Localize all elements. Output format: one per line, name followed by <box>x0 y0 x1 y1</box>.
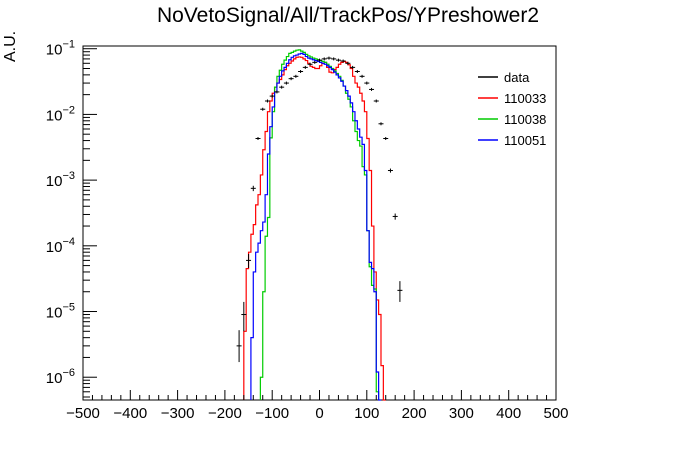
y-tick-label: 10−5 <box>46 302 75 322</box>
x-tick-label: 0 <box>315 405 323 422</box>
series-line-110033 <box>243 56 386 401</box>
y-tick-label: 10−3 <box>46 170 75 190</box>
x-tick-label: −400 <box>113 405 147 422</box>
legend-label-110038: 110038 <box>504 112 546 127</box>
x-tick-label: 400 <box>496 405 521 422</box>
x-tick-label: 300 <box>449 405 474 422</box>
y-tick-label: 10−6 <box>46 367 75 387</box>
x-tick-label: 500 <box>543 405 568 422</box>
series-line-110038 <box>259 49 380 400</box>
y-tick-label: 10−4 <box>46 236 75 256</box>
y-tick-label: 10−2 <box>46 104 75 124</box>
x-tick-label: −200 <box>208 405 242 422</box>
series-points-data <box>236 56 403 363</box>
x-tick-label: −500 <box>66 405 100 422</box>
x-tick-label: −100 <box>255 405 289 422</box>
plot-frame <box>82 45 557 401</box>
x-tick-label: −300 <box>161 405 195 422</box>
x-tick-label: 100 <box>354 405 379 422</box>
legend-label-data: data <box>504 70 530 85</box>
series-line-110051 <box>250 52 381 401</box>
y-tick-exponent: −3 <box>62 170 75 182</box>
y-tick-exponent: −2 <box>62 104 75 116</box>
y-tick-exponent: −4 <box>62 236 75 248</box>
chart-title: NoVetoSignal/All/TrackPos/YPreshower2 <box>156 4 540 27</box>
y-tick-exponent: −5 <box>62 302 75 314</box>
y-tick-label: 10−1 <box>46 39 75 59</box>
y-tick-exponent: −6 <box>62 367 75 379</box>
y-tick-exponent: −1 <box>62 39 75 51</box>
legend-label-110051: 110051 <box>504 133 546 148</box>
legend-label-110033: 110033 <box>504 91 546 106</box>
x-tick-label: 200 <box>402 405 427 422</box>
